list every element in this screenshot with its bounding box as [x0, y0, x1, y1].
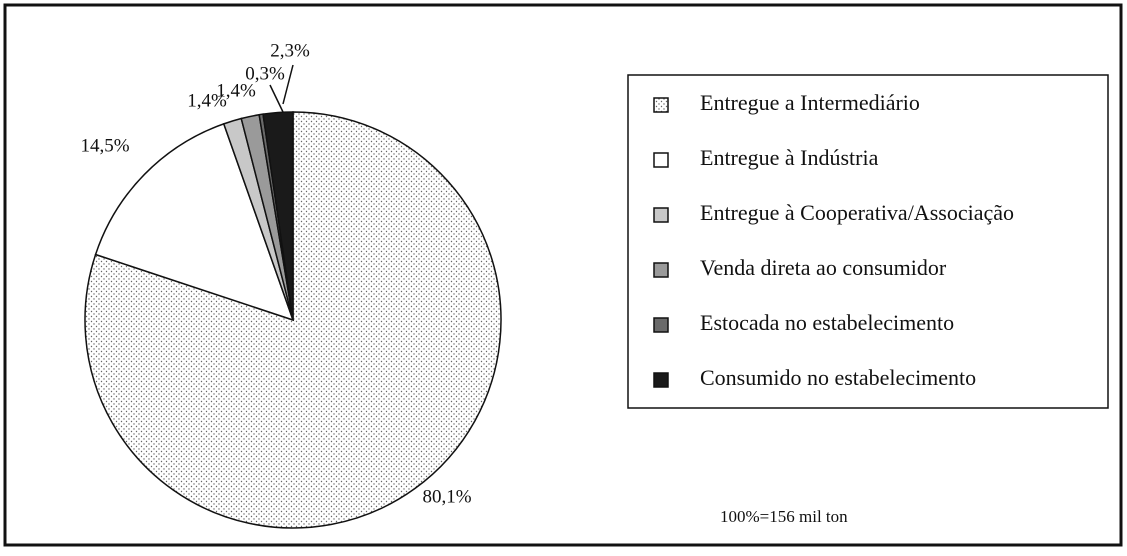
- legend-label: Entregue à Cooperativa/Associação: [700, 200, 1014, 225]
- annotation: 100%=156 mil ton: [720, 507, 848, 526]
- data-label: 14,5%: [80, 135, 129, 156]
- legend-label: Estocada no estabelecimento: [700, 310, 954, 335]
- legend-label: Entregue à Indústria: [700, 145, 879, 170]
- legend-swatch: [653, 372, 669, 388]
- leader-line: [269, 84, 284, 113]
- legend-swatch: [653, 152, 669, 168]
- legend-label: Venda direta ao consumidor: [700, 255, 947, 280]
- pie-slice: [262, 111, 294, 321]
- pie-slice: [94, 122, 295, 322]
- data-label: 0,3%: [245, 63, 285, 84]
- data-label: 1,4%: [216, 80, 256, 101]
- legend-swatch: [653, 262, 669, 278]
- legend-swatch: [653, 97, 669, 113]
- legend-label: Consumido no estabelecimento: [700, 365, 976, 390]
- leader-line: [282, 64, 294, 105]
- legend-label: Entregue a Intermediário: [700, 90, 920, 115]
- legend-swatch: [653, 317, 669, 333]
- legend-box: [627, 74, 1109, 409]
- legend-swatch: [653, 207, 669, 223]
- data-label: 80,1%: [422, 486, 471, 507]
- data-label: 2,3%: [270, 40, 310, 61]
- data-label: 1,4%: [187, 90, 227, 111]
